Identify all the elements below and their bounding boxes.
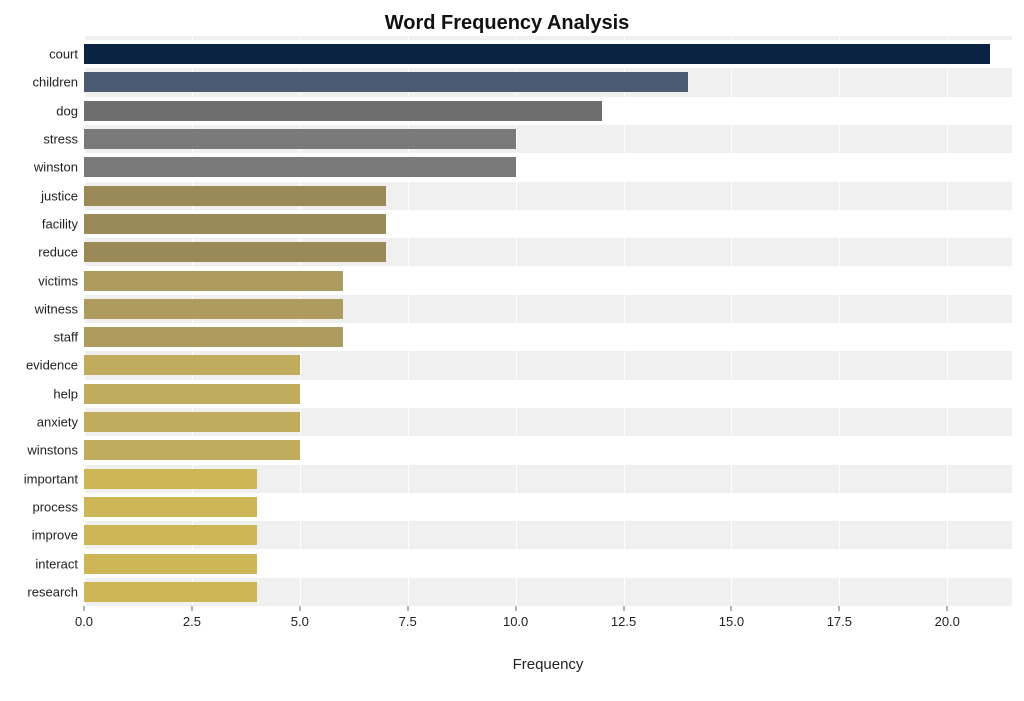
x-tick-mark	[84, 606, 85, 611]
bar	[84, 469, 257, 489]
bar	[84, 186, 386, 206]
gridline	[192, 36, 193, 606]
gridline	[624, 36, 625, 606]
y-axis-label: research	[27, 584, 84, 599]
chart-container: Word Frequency Analysis courtchildrendog…	[0, 0, 1024, 701]
x-tick-mark	[299, 606, 300, 611]
y-axis-label: children	[32, 75, 84, 90]
bar	[84, 412, 300, 432]
y-axis-label: court	[49, 47, 84, 62]
bar	[84, 129, 516, 149]
y-axis-label: improve	[32, 528, 84, 543]
y-axis-label: winston	[34, 160, 84, 175]
x-tick-label: 20.0	[935, 614, 960, 629]
x-tick-mark	[731, 606, 732, 611]
y-axis-label: winstons	[27, 443, 84, 458]
bar	[84, 72, 688, 92]
bar	[84, 327, 343, 347]
gridline	[516, 36, 517, 606]
bar	[84, 355, 300, 375]
x-tick-label: 17.5	[827, 614, 852, 629]
bar	[84, 582, 257, 602]
y-axis-label: victims	[38, 273, 84, 288]
gridline	[947, 36, 948, 606]
panel-stripe	[84, 36, 1012, 40]
bar	[84, 214, 386, 234]
x-tick-label: 15.0	[719, 614, 744, 629]
bar	[84, 157, 516, 177]
bar	[84, 497, 257, 517]
x-tick-mark	[839, 606, 840, 611]
x-axis-title: Frequency	[513, 656, 584, 673]
y-axis-label: reduce	[38, 245, 84, 260]
gridline	[84, 36, 85, 606]
x-tick-mark	[515, 606, 516, 611]
bar	[84, 525, 257, 545]
x-tick-mark	[407, 606, 408, 611]
bar	[84, 440, 300, 460]
bar	[84, 271, 343, 291]
y-axis-label: process	[32, 499, 84, 514]
y-axis-label: dog	[56, 103, 84, 118]
y-axis-label: evidence	[26, 358, 84, 373]
y-axis-label: help	[53, 386, 84, 401]
x-tick-label: 10.0	[503, 614, 528, 629]
y-axis-label: facility	[42, 216, 84, 231]
bar	[84, 242, 386, 262]
y-axis-label: stress	[43, 132, 84, 147]
gridline	[839, 36, 840, 606]
bar	[84, 101, 602, 121]
y-axis-label: staff	[54, 330, 84, 345]
x-tick-mark	[191, 606, 192, 611]
y-axis-label: justice	[41, 188, 84, 203]
gridline	[731, 36, 732, 606]
x-tick-label: 12.5	[611, 614, 636, 629]
y-axis-label: witness	[35, 301, 84, 316]
x-tick-label: 0.0	[75, 614, 93, 629]
bar	[84, 44, 990, 64]
x-tick-label: 5.0	[291, 614, 309, 629]
x-tick-mark	[947, 606, 948, 611]
y-axis-label: important	[24, 471, 84, 486]
x-tick-label: 7.5	[399, 614, 417, 629]
x-tick-mark	[623, 606, 624, 611]
x-tick-label: 2.5	[183, 614, 201, 629]
gridline	[408, 36, 409, 606]
gridline	[300, 36, 301, 606]
y-axis-label: anxiety	[37, 415, 84, 430]
y-axis-label: interact	[35, 556, 84, 571]
bar	[84, 384, 300, 404]
chart-title: Word Frequency Analysis	[0, 12, 1014, 35]
bar	[84, 554, 257, 574]
bar	[84, 299, 343, 319]
plot-area: courtchildrendogstresswinstonjusticefaci…	[84, 36, 1012, 638]
